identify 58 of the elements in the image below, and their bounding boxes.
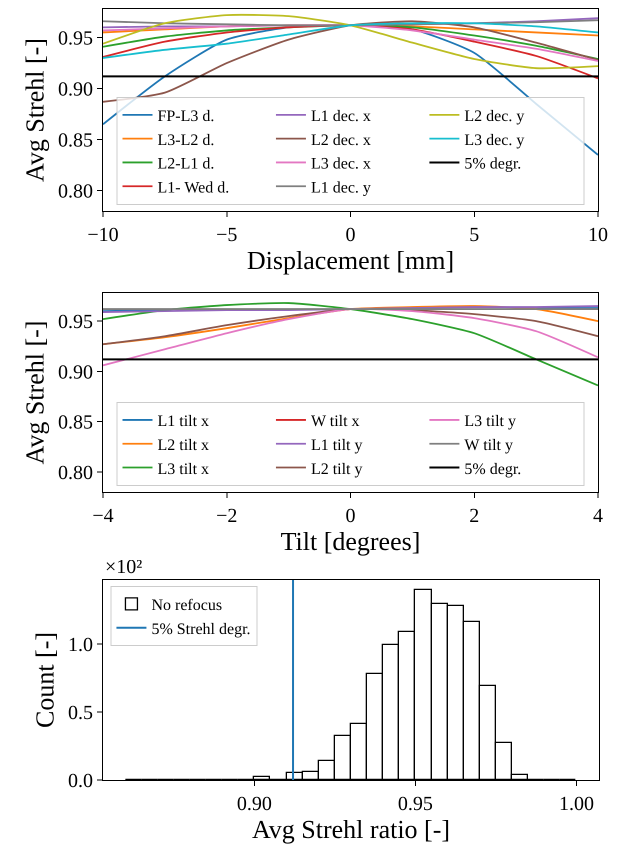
y-tick-label: 0.80	[58, 462, 93, 484]
y-tick-label: 0.95	[58, 28, 93, 50]
y-tick-label: 0.90	[58, 78, 93, 101]
x-tick-label: 1.00	[558, 793, 594, 815]
legend-label: W tilt y	[464, 436, 513, 454]
line-series	[103, 308, 598, 366]
legend-label: L3 dec. x	[310, 156, 371, 173]
line-series	[103, 305, 598, 313]
legend-label: L3 dec. y	[464, 132, 524, 149]
x-tick-label: 0.95	[398, 793, 433, 815]
legend-label: 5% degr.	[464, 156, 522, 173]
y-axis-title: Count [-]	[30, 632, 60, 728]
x-axis-title: Tilt [degrees]	[280, 527, 420, 556]
y-tick-label: 0.80	[58, 180, 93, 203]
line-series	[103, 302, 598, 386]
legend-label: W tilt x	[310, 413, 360, 430]
legend-label: L1 dec. y	[310, 179, 371, 196]
legend-label: L2 tilt x	[158, 436, 210, 454]
legend-label: L1 tilt x	[158, 413, 210, 430]
legend-label: L2 tilt y	[310, 460, 363, 478]
x-tick-label: 0	[346, 505, 356, 527]
x-tick-label: 5	[469, 224, 480, 246]
x-tick-label: 0.90	[236, 793, 272, 815]
y-tick-label: 0.85	[58, 412, 93, 434]
legend-label: FP-L3 d.	[158, 108, 214, 126]
line-series	[103, 14, 598, 70]
x-tick-label: −2	[216, 505, 238, 527]
legend-label: L2 dec. y	[464, 108, 524, 126]
legend-label: L1 tilt y	[310, 436, 363, 454]
legend-label: L2-L1 d.	[158, 156, 214, 173]
y-tick-label: 0.85	[58, 130, 93, 152]
ref-line-label: 5% Strehl degr.	[151, 620, 251, 638]
y-tick-label: 0.5	[68, 702, 93, 724]
y-tick-label: 0.0	[68, 770, 93, 792]
x-tick-label: 4	[593, 505, 603, 527]
text: ×10²	[105, 556, 142, 578]
x-axis-title: Avg Strehl ratio [-]	[252, 815, 450, 844]
legend-label: L1 dec. x	[310, 108, 371, 126]
legend-label: L3-L2 d.	[158, 132, 214, 149]
y-tick-label: 1.0	[68, 634, 93, 656]
x-tick-label: 10	[588, 224, 608, 246]
y-tick-label: 0.95	[58, 311, 93, 334]
x-tick-label: −5	[216, 224, 238, 246]
legend-label: L1- Wed d.	[158, 179, 230, 196]
y-axis-title: Avg Strehl [-]	[20, 320, 50, 464]
legend-label: L2 dec. x	[310, 132, 371, 149]
x-tick-label: 0	[346, 224, 356, 246]
x-axis-title: Displacement [mm]	[246, 246, 454, 275]
x-tick-label: 2	[469, 505, 480, 527]
legend-label: 5% degr.	[464, 460, 522, 478]
line-series	[103, 20, 598, 103]
legend-label: No refocus	[151, 597, 222, 614]
y-tick-label: 0.90	[58, 361, 93, 384]
x-tick-label: −10	[87, 224, 119, 246]
legend-label: L3 tilt x	[158, 460, 210, 478]
y-axis-title: Avg Strehl [-]	[20, 38, 50, 182]
legend-label: L3 tilt y	[464, 413, 516, 430]
x-tick-label: −4	[92, 505, 114, 527]
